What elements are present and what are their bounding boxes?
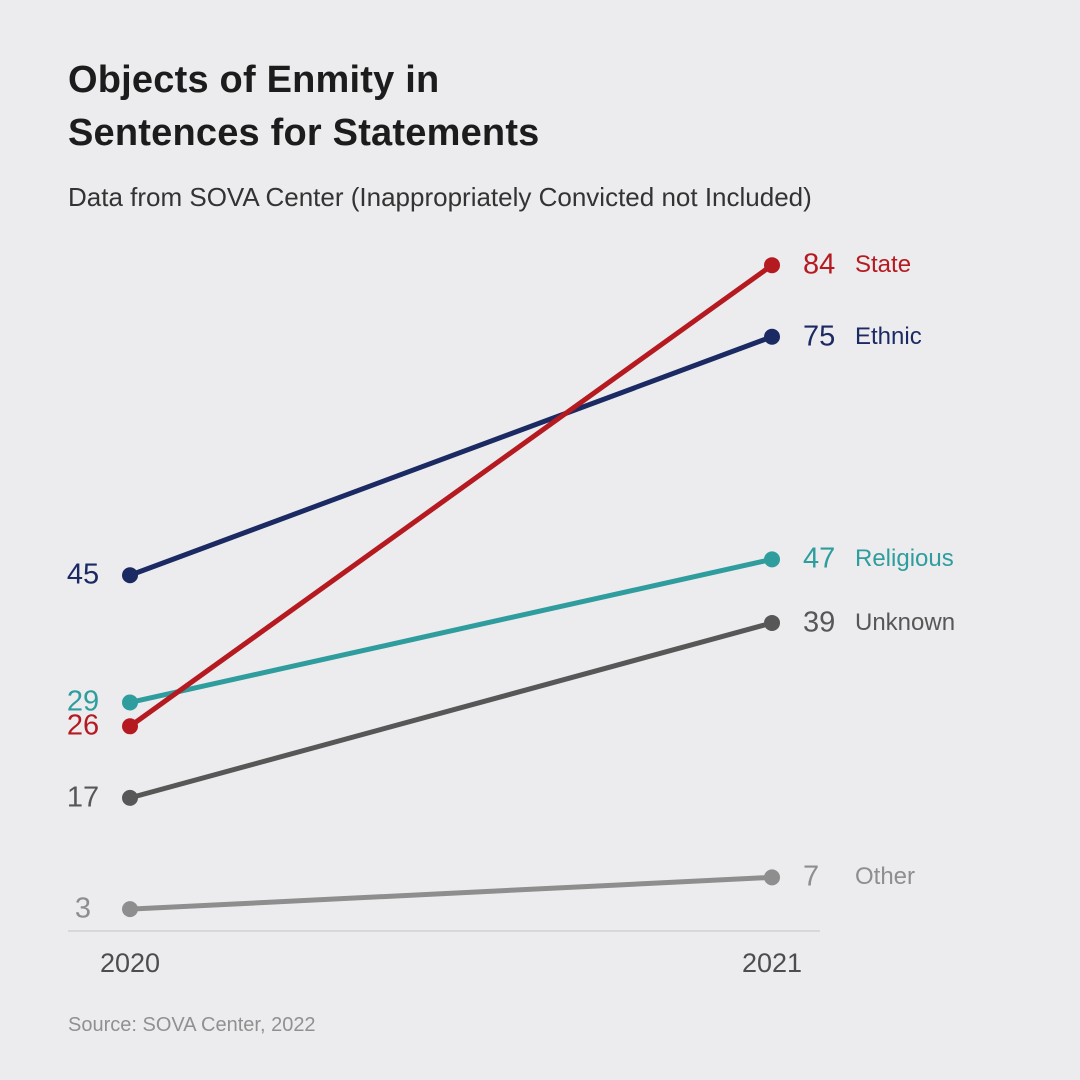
x-tick-2021: 2021 [741,948,803,978]
chart-subtitle: Data from SOVA Center (Inappropriately C… [68,182,812,212]
chart-title-line2: Sentences for Statements [68,112,540,154]
series-label-state: State [855,251,912,279]
value-label-ethnic-2021: 75 [803,320,836,353]
value-label-other-2021: 7 [803,860,820,893]
value-label-unknown-2021: 39 [803,606,836,639]
series-label-religious: Religious [855,545,954,573]
chart-title: Objects of Enmity in Sentences for State… [68,54,540,160]
x-axis-line [68,930,820,932]
series-label-unknown: Unknown [855,608,956,636]
value-label-state-2020: 26 [66,709,100,742]
series-label-other: Other [855,863,916,891]
source-note: Source: SOVA Center, 2022 [68,1014,316,1036]
x-tick-2020: 2020 [99,948,161,978]
series-label-ethnic: Ethnic [855,322,922,350]
value-label-state-2021: 84 [803,248,836,281]
value-label-religious-2020: 29 [66,685,100,718]
chart-title-line1: Objects of Enmity in [68,59,440,101]
value-label-unknown-2020: 17 [66,781,100,814]
value-label-other-2020: 3 [74,892,92,925]
value-label-ethnic-2020: 45 [66,558,100,591]
value-label-religious-2021: 47 [803,542,836,575]
